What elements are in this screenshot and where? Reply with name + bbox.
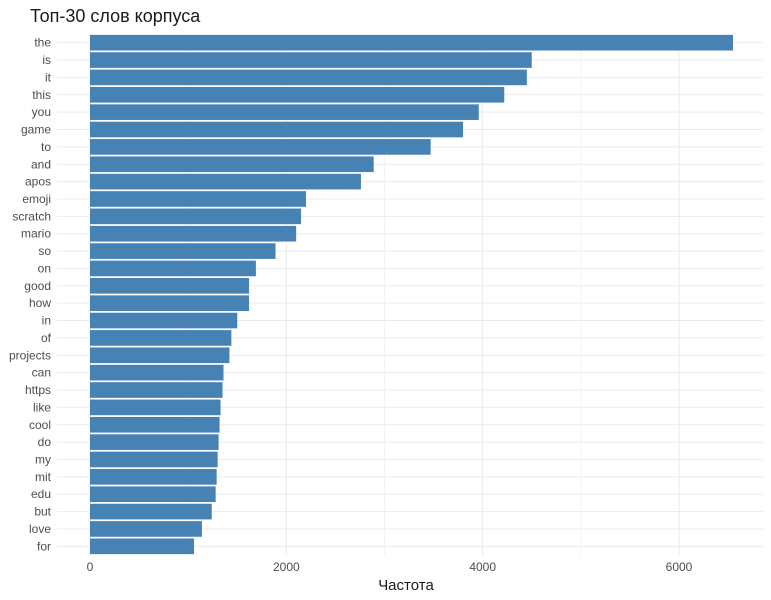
y-tick-label: scratch (12, 209, 51, 223)
y-tick-label: cool (29, 418, 51, 432)
y-tick-label: can (32, 366, 51, 380)
y-tick-label: apos (25, 175, 51, 189)
bar-you (90, 104, 479, 120)
bar-do (90, 434, 219, 450)
x-tick-label: 2000 (273, 560, 300, 574)
bar-cool (90, 416, 220, 433)
bar-in (90, 312, 238, 329)
bar-is (90, 52, 532, 68)
bar-https (90, 382, 223, 398)
y-tick-label: you (32, 105, 51, 119)
y-tick-label: my (35, 452, 51, 466)
x-tick-label: 4000 (469, 560, 496, 574)
bar-mit (90, 469, 217, 485)
y-tick-label: of (41, 331, 52, 345)
bar-mario (90, 225, 297, 242)
y-tick-label: for (37, 539, 51, 553)
y-tick-labels: the is it this you game to and apos emoji scratch m… (9, 36, 52, 554)
bar-edu (90, 486, 216, 503)
bar-can (90, 364, 224, 381)
bar-my (90, 451, 218, 468)
y-tick-label: emoji (22, 192, 51, 206)
bar-and (90, 156, 374, 173)
bar-like (90, 399, 221, 416)
y-tick-label: to (41, 140, 51, 154)
bar-how (90, 295, 250, 311)
bar-to (90, 139, 431, 155)
bar-but (90, 503, 212, 520)
bar-apos (90, 173, 361, 190)
bar-scratch (90, 208, 302, 225)
y-tick-label: the (34, 36, 51, 50)
y-tick-label: good (24, 279, 51, 293)
y-tick-label: projects (9, 348, 51, 362)
y-tick-label: but (34, 505, 51, 519)
bar-game (90, 121, 464, 138)
bar-so (90, 243, 276, 259)
y-tick-label: and (31, 157, 51, 171)
bar-good (90, 278, 250, 294)
bar-projects (90, 347, 230, 364)
bar-love (90, 521, 202, 537)
y-tick-label: this (32, 88, 51, 102)
bar-this (90, 86, 505, 103)
y-tick-label: so (38, 244, 51, 258)
y-tick-label: on (38, 261, 51, 275)
y-tick-label: in (42, 314, 51, 328)
y-tick-label: https (25, 383, 51, 397)
bars (90, 34, 733, 555)
y-tick-label: mario (21, 227, 51, 241)
y-tick-label: it (45, 70, 52, 84)
y-tick-label: how (29, 296, 51, 310)
chart-title: Топ-30 слов корпуса (30, 6, 201, 26)
y-tick-label: is (42, 53, 51, 67)
bar-emoji (90, 191, 306, 207)
x-tick-label: 0 (87, 560, 94, 574)
bar-on (90, 260, 256, 277)
bar-the (90, 34, 733, 51)
y-tick-label: do (38, 435, 52, 449)
bar-for (90, 538, 195, 555)
y-tick-label: edu (31, 487, 51, 501)
x-axis-title: Частота (378, 577, 434, 594)
y-tick-label: mit (35, 470, 52, 484)
y-tick-label: game (21, 123, 51, 137)
bar-it (90, 69, 527, 86)
y-tick-label: like (33, 400, 51, 414)
x-tick-labels: 0 2000 4000 6000 (87, 560, 693, 574)
y-tick-label: love (29, 522, 51, 536)
x-tick-label: 6000 (666, 560, 693, 574)
bar-of (90, 330, 232, 346)
